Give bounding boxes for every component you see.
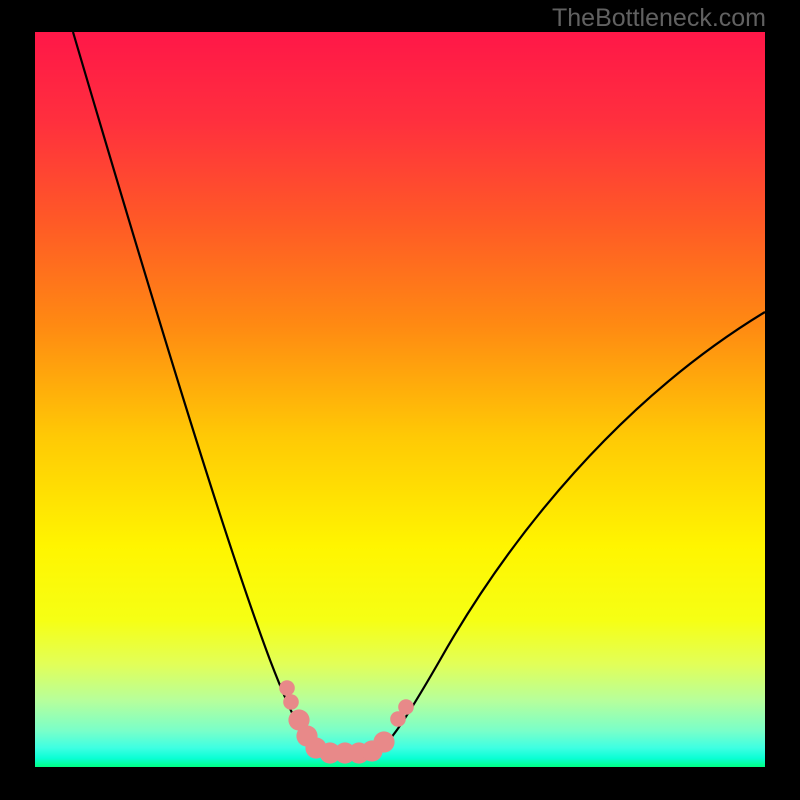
- data-marker: [398, 699, 414, 715]
- curve-right-branch: [373, 312, 765, 753]
- watermark-text: TheBottleneck.com: [552, 4, 766, 33]
- bottleneck-curve-group: [73, 32, 765, 753]
- data-marker: [283, 694, 299, 710]
- marker-group: [279, 680, 414, 763]
- data-marker: [373, 731, 394, 752]
- chart-svg: [0, 0, 800, 800]
- data-marker: [279, 680, 295, 696]
- curve-left-branch: [73, 32, 320, 753]
